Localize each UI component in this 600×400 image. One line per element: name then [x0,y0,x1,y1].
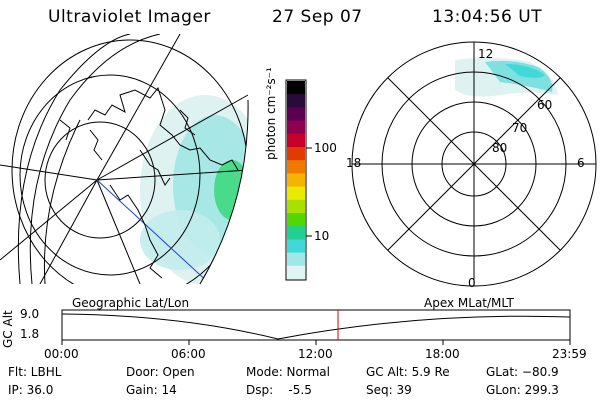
gain-info: Gain: 14 [126,383,177,397]
right-map-title: Apex MLat/MLT [424,296,514,310]
glon-info: GLon: 299.3 [486,383,559,397]
mlt-diagonal [387,77,561,251]
timeline-axis-title: GC Alt [1,310,15,348]
colorbar-swatch [287,120,305,135]
colorbar-swatch [287,173,305,188]
timeline-xtick-1800: 18:00 [425,347,460,361]
colorbar-swatch [287,239,305,254]
glat-info: GLat: −80.9 [486,365,559,379]
colorbar-swatch [287,81,305,95]
colorbar-swatch [287,107,305,122]
colorbar-tick-10: 10 [314,229,330,243]
mlat-label-80: 80 [492,141,508,155]
altitude-curve [61,313,571,340]
colorbar-swatch [287,186,305,201]
colorbar-swatch [287,226,305,240]
time-label: 13:04:56 UT [432,7,543,27]
timeline-ytick-1-8: 1.8 [20,327,40,341]
door-info: Door: Open [126,365,195,379]
dsp-info: Dsp: -5.5 [246,383,312,397]
colorbar-frame [285,79,307,281]
colorbar-swatch [287,133,305,148]
left-map-title: Geographic Lat/Lon [72,296,190,310]
mlat-label-70: 70 [512,121,528,135]
colorbar [285,79,312,281]
timeline-xtick-0600: 06:00 [171,347,206,361]
sub-track-line [96,179,211,284]
colorbar-swatch [287,147,305,161]
timeline-frame [61,309,571,341]
colorbar-tick-100: 100 [314,141,337,155]
colorbar-swatch [287,265,305,280]
coastline [87,86,239,171]
mode-info: Mode: Normal [246,365,330,379]
lat-circle [19,74,201,276]
aurora-oval [485,60,553,92]
mlt-label-6: 6 [577,156,585,170]
lat-circle [44,121,156,239]
colorbar-swatch [287,199,305,214]
mlt-label-12: 12 [478,47,494,61]
mlat-label-60: 60 [537,98,553,112]
apex-polar-map [351,41,597,287]
ip-info: IP: 36.0 [8,383,54,397]
geographic-map [0,34,249,284]
colorbar-unit-label: photon cm⁻²s⁻¹ [264,67,278,160]
colorbar-swatch [287,160,305,174]
mlt-label-18: 18 [346,156,362,170]
gc-alt-info: GC Alt: 5.9 Re [366,365,450,379]
colorbar-swatch [287,94,305,108]
colorbar-swatch [287,213,305,227]
meridian [96,94,249,181]
seq-info: Seq: 39 [366,383,412,397]
timeline-xtick-2359: 23:59 [552,347,587,361]
timeline-xtick-0000: 00:00 [44,347,79,361]
emission-peak [214,160,249,220]
filter-info: Flt: LBHL [8,365,62,379]
timeline-xtick-1200: 12:00 [298,347,333,361]
timeline-ytick-9: 9.0 [20,307,40,321]
date-label: 27 Sep 07 [272,7,363,27]
colorbar-swatch [287,252,305,267]
timeline-plot [61,309,571,345]
mlt-label-0: 0 [468,276,476,290]
instrument-title: Ultraviolet Imager [48,7,211,27]
